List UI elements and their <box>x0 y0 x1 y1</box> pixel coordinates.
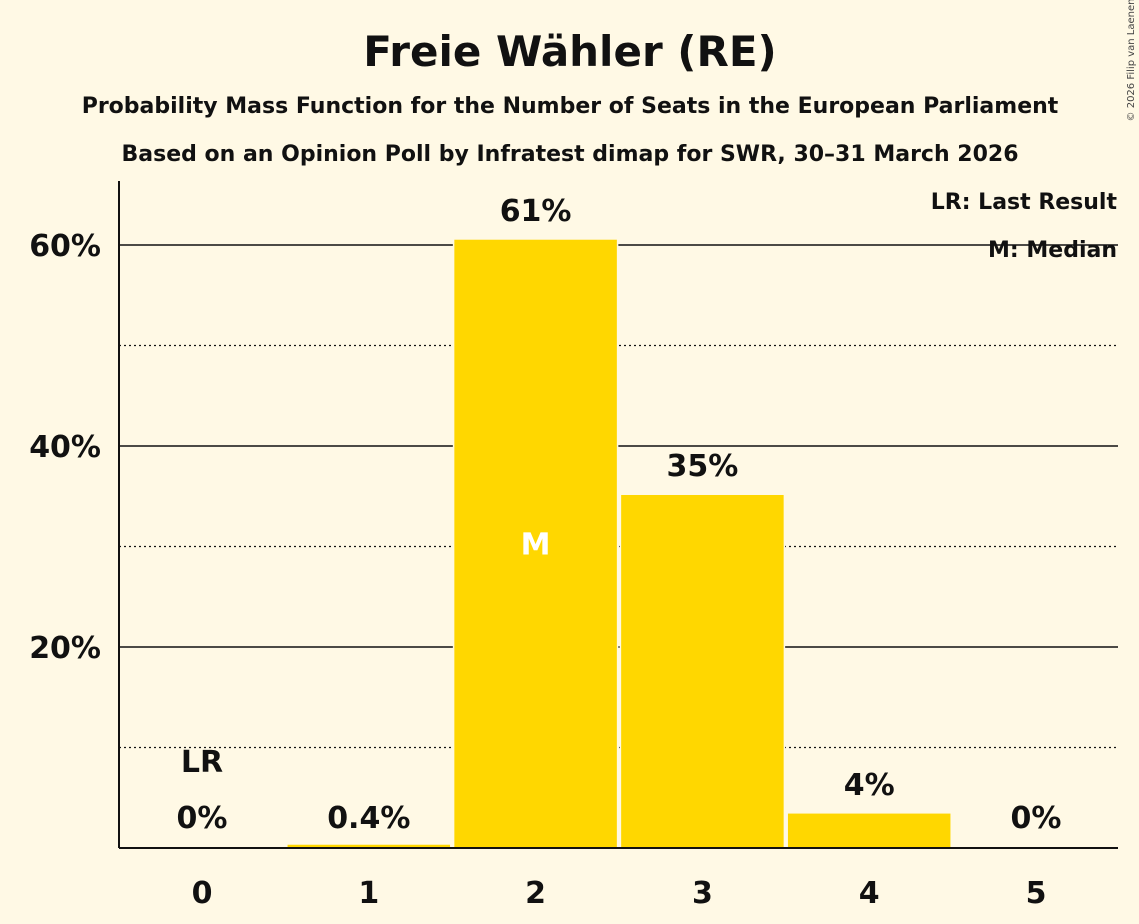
chart-title: Freie Wähler (RE) <box>363 27 776 76</box>
data-label-4: 4% <box>844 768 895 803</box>
chart-subtitle: Probability Mass Function for the Number… <box>82 94 1059 119</box>
y-tick-label: 20% <box>29 631 101 666</box>
bar-3 <box>619 493 786 849</box>
copyright-notice: © 2026 Filip van Laenen <box>1126 0 1137 121</box>
data-label-3: 35% <box>666 449 738 484</box>
axes: 20% 40% 60% 0 1 2 3 4 5 <box>29 181 1118 911</box>
data-label-0: 0% <box>177 801 228 836</box>
median-marker: M <box>521 527 551 562</box>
legend-median: M: Median <box>988 238 1117 263</box>
x-tick-label-0: 0 <box>192 876 213 911</box>
data-labels: 0% 0.4% 61% 35% 4% 0% M LR <box>177 194 1062 836</box>
legend-last-result: LR: Last Result <box>931 190 1118 215</box>
bars <box>286 238 952 849</box>
x-tick-label-2: 2 <box>525 876 546 911</box>
x-tick-label-1: 1 <box>358 876 379 911</box>
x-tick-label-4: 4 <box>859 876 880 911</box>
chart-subtitle-poll: Based on an Opinion Poll by Infratest di… <box>121 142 1018 167</box>
bar-2 <box>452 238 619 849</box>
y-tick-label: 40% <box>29 430 101 465</box>
data-label-5: 0% <box>1011 801 1062 836</box>
bar-4 <box>786 812 952 849</box>
data-label-1: 0.4% <box>327 801 410 836</box>
x-tick-label-5: 5 <box>1026 876 1047 911</box>
data-label-2: 61% <box>500 194 572 229</box>
last-result-marker: LR <box>181 745 223 780</box>
grid <box>119 244 1118 749</box>
y-tick-label: 60% <box>29 229 101 264</box>
x-tick-label-3: 3 <box>692 876 713 911</box>
